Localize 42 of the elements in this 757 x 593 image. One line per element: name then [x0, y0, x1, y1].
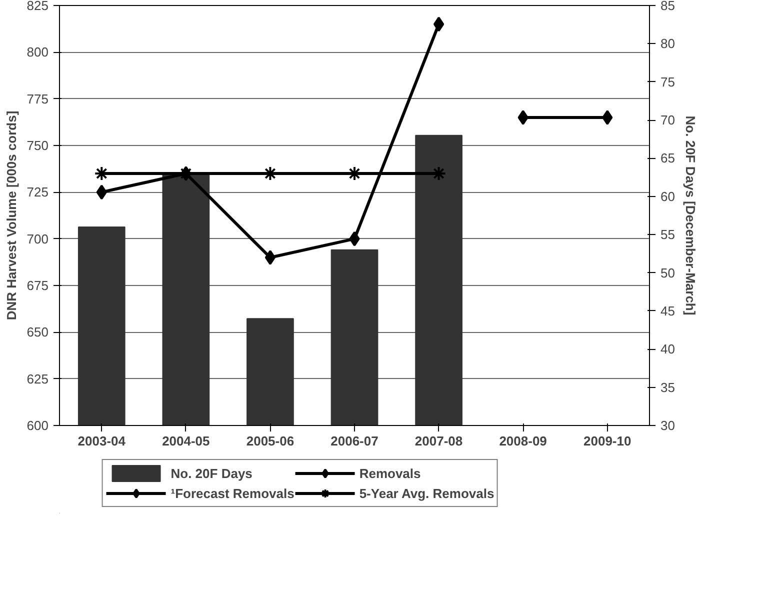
y2-tick-label: 75	[660, 74, 675, 90]
point	[347, 166, 362, 181]
point	[96, 184, 107, 200]
y2-tick-label: 45	[660, 303, 675, 318]
y-axis-title: DNR Harvest Volume [000s cords]	[4, 110, 19, 320]
y-tick-label: 700	[26, 231, 49, 246]
y-tick-label: 775	[26, 91, 49, 106]
point	[264, 250, 276, 265]
y2-tick-label: 30	[660, 418, 675, 433]
point	[433, 16, 444, 32]
legend-label: No. 20F Days	[170, 466, 252, 480]
y2-tick-label: 85	[660, 0, 675, 13]
y2-tick-label: 70	[660, 112, 675, 128]
legend-label: 5-Year Avg. Removals	[359, 486, 494, 500]
point	[602, 110, 613, 125]
x-tick-label: 2007-08	[414, 434, 463, 448]
y-tick-label: 725	[26, 184, 49, 200]
y2-tick-label: 55	[660, 227, 675, 242]
x-tick-label: 2008-09	[499, 434, 547, 448]
y-tick-label: 625	[26, 371, 49, 386]
y-tick-label: 800	[26, 44, 49, 60]
point	[349, 231, 360, 246]
x-tick-label: 2004-05	[162, 434, 210, 448]
y2-tick-label: 60	[660, 188, 675, 204]
legend-label: ¹Forecast Removals	[170, 486, 294, 500]
y2-tick-label: 65	[660, 150, 675, 166]
y-tick-label: 600	[26, 418, 49, 433]
y2-tick-label: 40	[660, 342, 675, 357]
y2-tick-label: 35	[660, 380, 675, 395]
legend-label: Removals	[359, 466, 421, 480]
point	[518, 110, 528, 125]
x-tick-label: 2009-10	[584, 434, 632, 448]
y-tick-label: 825	[26, 0, 49, 13]
y-tick-label: 750	[26, 138, 49, 153]
y-tick-label: 650	[26, 324, 49, 340]
x-tick-label: 2005-06	[246, 434, 294, 448]
y2-tick-label: 50	[660, 265, 675, 280]
x-tick-label: 2006-07	[330, 434, 378, 448]
y-tick-label: 675	[26, 278, 49, 293]
x-tick-label: 2003-04	[78, 434, 126, 448]
y2-tick-label: 80	[660, 36, 675, 52]
y2-axis-title: No. 20F Days [December-March]	[682, 116, 698, 316]
